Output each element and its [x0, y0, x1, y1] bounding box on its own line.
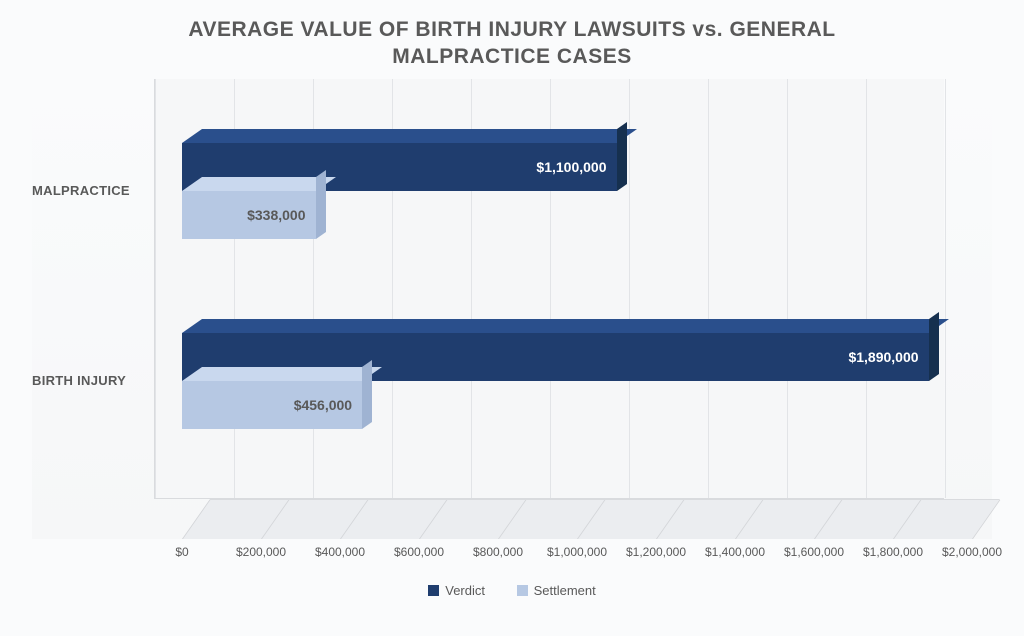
floor-gridline	[340, 500, 368, 539]
floor-gridline	[972, 500, 1000, 539]
xaxis-tick-label: $400,000	[315, 545, 365, 559]
xaxis-tick-label: $600,000	[394, 545, 444, 559]
category-label-birth-injury: BIRTH INJURY	[32, 373, 152, 388]
gridline	[787, 79, 788, 498]
category-label-malpractice: MALPRACTICE	[32, 183, 152, 198]
bar-face-top	[182, 367, 382, 381]
floor-3d	[182, 499, 1000, 539]
title-line-1: AVERAGE VALUE OF BIRTH INJURY LAWSUITS v…	[188, 18, 835, 41]
legend-label-settlement: Settlement	[534, 583, 596, 598]
chart-container: AVERAGE VALUE OF BIRTH INJURY LAWSUITS v…	[0, 0, 1024, 636]
floor-gridline	[419, 500, 447, 539]
floor-gridline	[893, 500, 921, 539]
plot-area: $1,100,000$338,000$1,890,000$456,000 $0$…	[32, 79, 992, 539]
bar-value-label: $338,000	[247, 207, 305, 223]
gridline	[629, 79, 630, 498]
bar-face-side	[316, 170, 326, 239]
xaxis-tick-label: $1,200,000	[626, 545, 686, 559]
bar-face-side	[362, 360, 372, 429]
floor-gridline	[814, 500, 842, 539]
gridline	[866, 79, 867, 498]
chart-title: AVERAGE VALUE OF BIRTH INJURY LAWSUITS v…	[20, 16, 1004, 71]
bar-value-label: $1,100,000	[536, 159, 606, 175]
legend: Verdict Settlement	[20, 583, 1004, 599]
gridline	[945, 79, 946, 498]
bar-value-label: $1,890,000	[848, 349, 918, 365]
bar-face-top	[182, 319, 949, 333]
xaxis-tick-label: $1,600,000	[784, 545, 844, 559]
xaxis-tick-label: $2,000,000	[942, 545, 1002, 559]
floor-gridline	[261, 500, 289, 539]
legend-swatch-verdict	[428, 585, 439, 596]
floor-gridline	[577, 500, 605, 539]
floor-gridline	[656, 500, 684, 539]
xaxis-tick-label: $200,000	[236, 545, 286, 559]
xaxis-tick-label: $1,000,000	[547, 545, 607, 559]
legend-item-settlement: Settlement	[517, 583, 596, 598]
floor-gridline	[498, 500, 526, 539]
xaxis-tick-label: $800,000	[473, 545, 523, 559]
bar-value-label: $456,000	[294, 397, 352, 413]
xaxis-tick-label: $1,800,000	[863, 545, 923, 559]
xaxis-tick-label: $1,400,000	[705, 545, 765, 559]
legend-item-verdict: Verdict	[428, 583, 485, 598]
bar-face-side	[617, 122, 627, 191]
gridline	[155, 79, 156, 498]
floor-gridline	[182, 500, 210, 539]
bar-settlement: $338,000	[182, 191, 316, 239]
floor-gridline	[735, 500, 763, 539]
bar-face-side	[929, 312, 939, 381]
legend-swatch-settlement	[517, 585, 528, 596]
bar-face-top	[182, 129, 636, 143]
xaxis-tick-label: $0	[175, 545, 188, 559]
bar-settlement: $456,000	[182, 381, 362, 429]
gridline	[708, 79, 709, 498]
legend-label-verdict: Verdict	[445, 583, 485, 598]
title-line-2: MALPRACTICE CASES	[392, 45, 632, 68]
bar-face-top	[182, 177, 335, 191]
